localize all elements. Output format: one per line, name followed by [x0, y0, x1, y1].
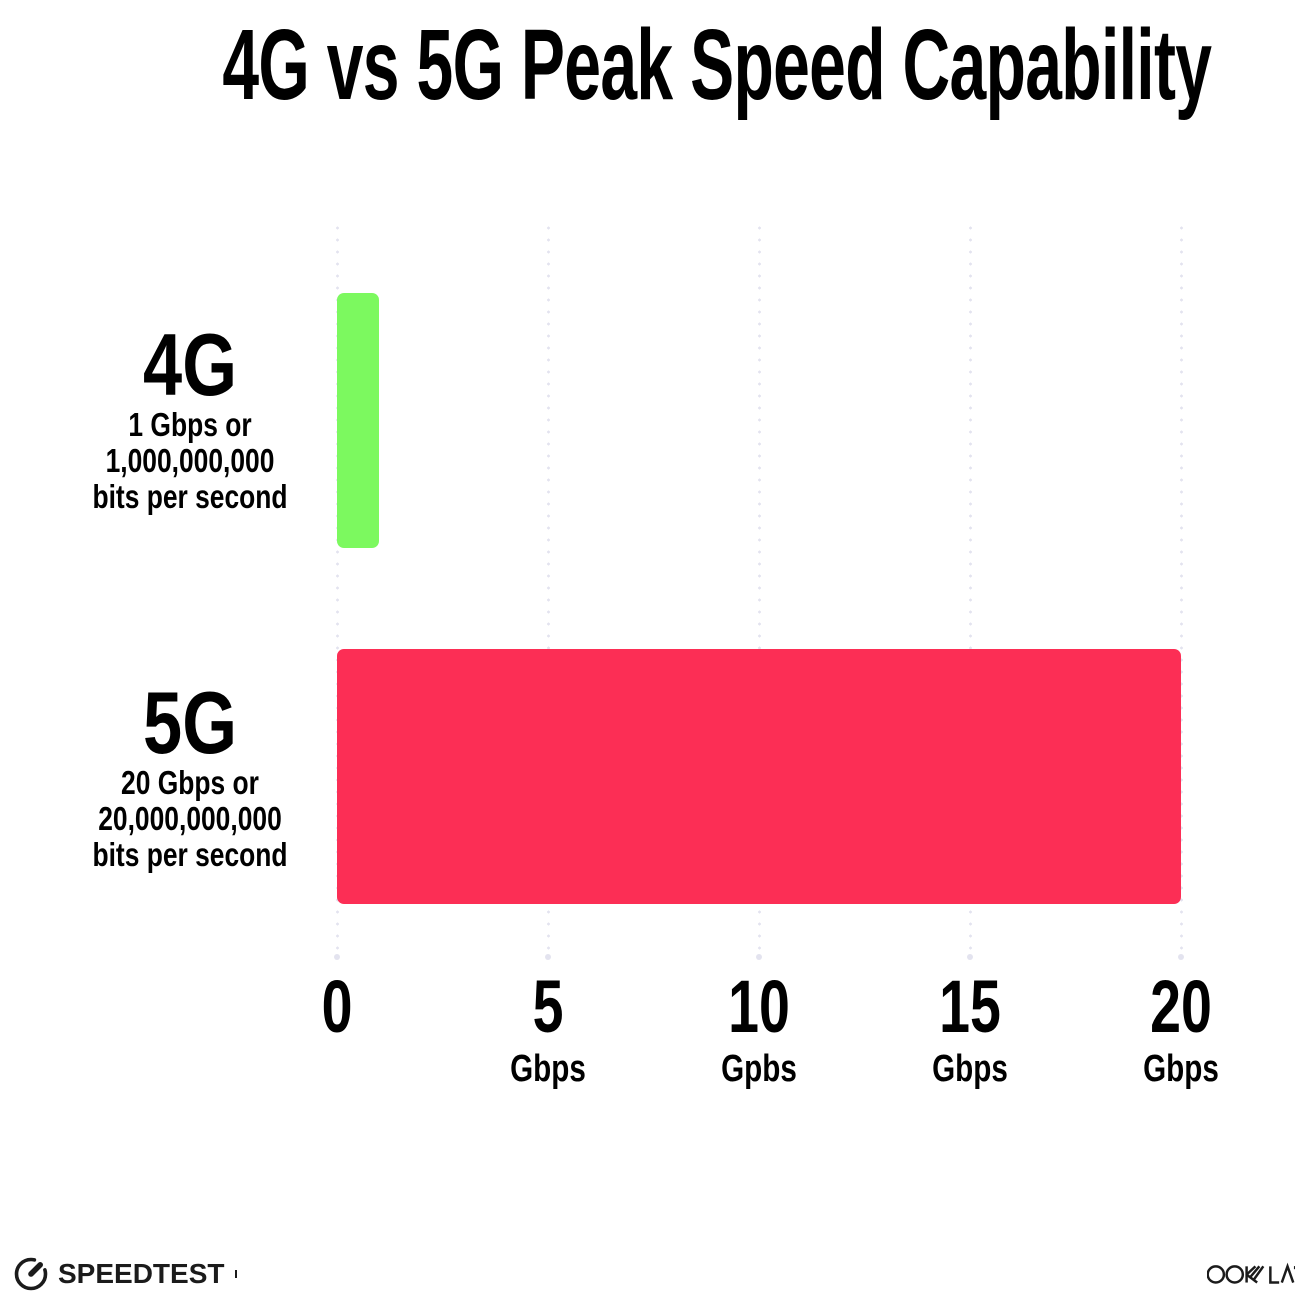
trademark-mark — [235, 1270, 238, 1278]
bar-5g — [337, 649, 1181, 904]
row-label-5g: 5G 20 Gbps or 20,000,000,000 bits per se… — [40, 673, 340, 873]
x-tick-unit: Gbps — [510, 1048, 586, 1090]
x-tick: 15 Gbps — [921, 965, 1018, 1091]
speedtest-logo: SPEEDTEST — [13, 1256, 238, 1292]
gridline — [334, 222, 340, 960]
x-tick-unit: Gbps — [1143, 1048, 1219, 1090]
row-subline: bits per second — [92, 478, 288, 515]
x-tick-value: 15 — [939, 965, 1001, 1048]
gridline — [1178, 222, 1184, 960]
row-subline: 1,000,000,000 — [105, 442, 275, 479]
speedtest-wordmark: SPEEDTEST — [58, 1258, 225, 1289]
chart-title: 4G vs 5G Peak Speed Capability — [222, 9, 1212, 121]
ookla-logo — [1206, 1262, 1296, 1291]
x-tick-value: 5 — [532, 965, 564, 1048]
gridline — [756, 222, 762, 960]
x-tick-unit: Gbps — [932, 1048, 1008, 1090]
row-label-4g: 4G 1 Gbps or 1,000,000,000 bits per seco… — [40, 315, 340, 515]
x-tick: 20 Gbps — [1132, 965, 1229, 1091]
row-subline: 1 Gbps or — [128, 406, 252, 443]
x-tick-value: 0 — [321, 965, 353, 1048]
x-tick-value: 10 — [728, 965, 790, 1048]
category-label-5g: 5G — [143, 673, 237, 772]
x-tick: 0 — [316, 970, 357, 1044]
gridline — [967, 222, 973, 960]
bar-4g — [337, 293, 380, 548]
row-subline: 20 Gbps or — [121, 764, 259, 801]
category-label-4g: 4G — [143, 315, 237, 414]
x-tick-unit: Gpbs — [721, 1048, 797, 1090]
row-subline: 20,000,000,000 — [98, 800, 282, 837]
row-subline: bits per second — [92, 836, 288, 873]
x-tick: 5 Gbps — [499, 965, 596, 1091]
x-tick-value: 20 — [1150, 965, 1212, 1048]
x-axis: 0 5 Gbps 10 Gpbs 15 Gbps 20 Gbps — [322, 965, 1219, 1110]
plot-area — [334, 222, 1184, 960]
speedtest-gauge-icon — [14, 1257, 48, 1291]
gridline — [545, 222, 551, 960]
x-tick: 10 Gpbs — [710, 965, 807, 1091]
ookla-wordmark-icon — [1206, 1262, 1296, 1284]
